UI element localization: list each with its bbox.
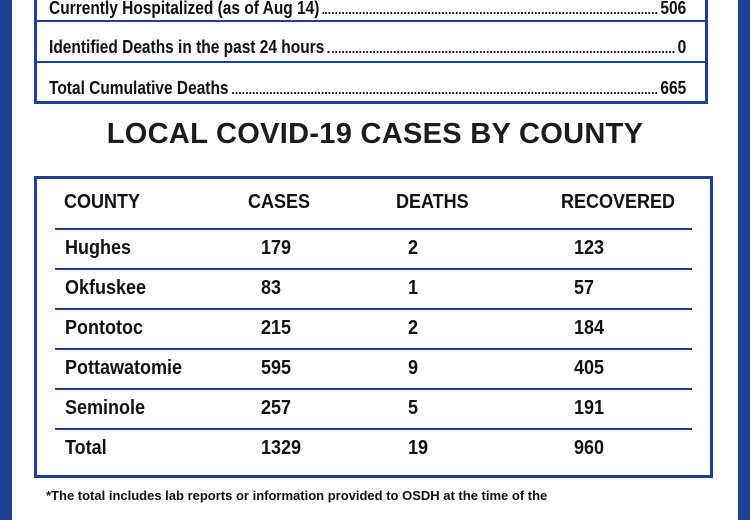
table-row: Okfuskee 83 1 57	[55, 268, 692, 306]
hospitalized-row: Currently Hospitalized (as of Aug 14) 50…	[37, 0, 703, 19]
deaths-value: 5	[408, 397, 419, 419]
county-name: Hughes	[65, 237, 132, 259]
cumulative-deaths-label: Total Cumulative Deaths	[49, 78, 229, 98]
hospitalized-value: 506	[660, 0, 687, 18]
row-divider	[55, 388, 692, 390]
deaths-value: 19	[408, 437, 429, 459]
summary-divider	[37, 61, 705, 63]
recovered-value: 184	[574, 317, 605, 339]
summary-divider	[37, 20, 705, 22]
dot-leader	[327, 51, 675, 53]
deaths-value: 2	[408, 237, 419, 259]
cumulative-deaths-row: Total Cumulative Deaths 665	[37, 61, 703, 99]
county-name: Total	[65, 437, 107, 459]
recovered-value: 960	[574, 437, 605, 459]
cases-value: 257	[261, 397, 292, 419]
header-deaths: DEATHS	[396, 191, 469, 213]
row-divider	[55, 268, 692, 270]
county-name: Okfuskee	[65, 277, 147, 299]
table-row-total: Total 1329 19 960	[55, 428, 692, 466]
section-heading: LOCAL COVID-19 CASES BY COUNTY	[106, 118, 644, 150]
cases-value: 215	[261, 317, 292, 339]
deaths-24h-value: 0	[677, 37, 687, 57]
county-table: COUNTY CASES DEATHS RECOVERED Hughes 179…	[34, 176, 713, 478]
table-row: Hughes 179 2 123	[55, 228, 692, 266]
row-divider	[55, 348, 692, 350]
deaths-value: 9	[408, 357, 419, 379]
county-name: Pontotoc	[65, 317, 143, 339]
table-row: Pottawatomie 595 9 405	[55, 348, 692, 386]
row-divider	[55, 228, 692, 230]
dot-leader	[322, 12, 657, 14]
table-row: Pontotoc 215 2 184	[55, 308, 692, 346]
deaths-value: 2	[408, 317, 419, 339]
row-divider	[55, 308, 692, 310]
summary-box: Currently Hospitalized (as of Aug 14) 50…	[34, 0, 708, 104]
county-name: Seminole	[65, 397, 146, 419]
cases-value: 1329	[261, 437, 302, 459]
deaths-24h-row: Identified Deaths in the past 24 hours 0	[37, 20, 703, 58]
hospitalized-label: Currently Hospitalized (as of Aug 14)	[49, 0, 320, 18]
dot-leader	[231, 92, 657, 94]
recovered-value: 57	[574, 277, 595, 299]
county-name: Pottawatomie	[65, 357, 183, 379]
row-divider	[55, 428, 692, 430]
cases-value: 83	[261, 277, 282, 299]
recovered-value: 123	[574, 237, 605, 259]
recovered-value: 191	[574, 397, 605, 419]
table-row: Seminole 257 5 191	[55, 388, 692, 426]
deaths-value: 1	[408, 277, 419, 299]
deaths-24h-label: Identified Deaths in the past 24 hours	[49, 37, 325, 57]
footnote: *The total includes lab reports or infor…	[46, 488, 548, 503]
header-county: COUNTY	[64, 191, 141, 213]
recovered-value: 405	[574, 357, 605, 379]
header-cases: CASES	[248, 191, 311, 213]
header-recovered: RECOVERED	[561, 191, 676, 213]
cumulative-deaths-value: 665	[660, 78, 687, 98]
info-panel	[12, 0, 738, 520]
cases-value: 179	[261, 237, 292, 259]
cases-value: 595	[261, 357, 292, 379]
